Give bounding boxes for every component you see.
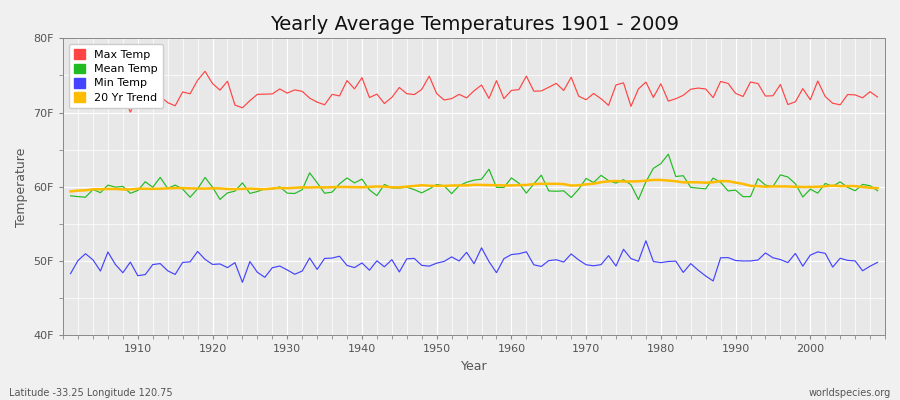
Text: worldspecies.org: worldspecies.org [809,388,891,398]
Title: Yearly Average Temperatures 1901 - 2009: Yearly Average Temperatures 1901 - 2009 [269,15,679,34]
Text: Latitude -33.25 Longitude 120.75: Latitude -33.25 Longitude 120.75 [9,388,173,398]
Legend: Max Temp, Mean Temp, Min Temp, 20 Yr Trend: Max Temp, Mean Temp, Min Temp, 20 Yr Tre… [68,44,164,108]
X-axis label: Year: Year [461,360,488,373]
Y-axis label: Temperature: Temperature [15,147,28,226]
